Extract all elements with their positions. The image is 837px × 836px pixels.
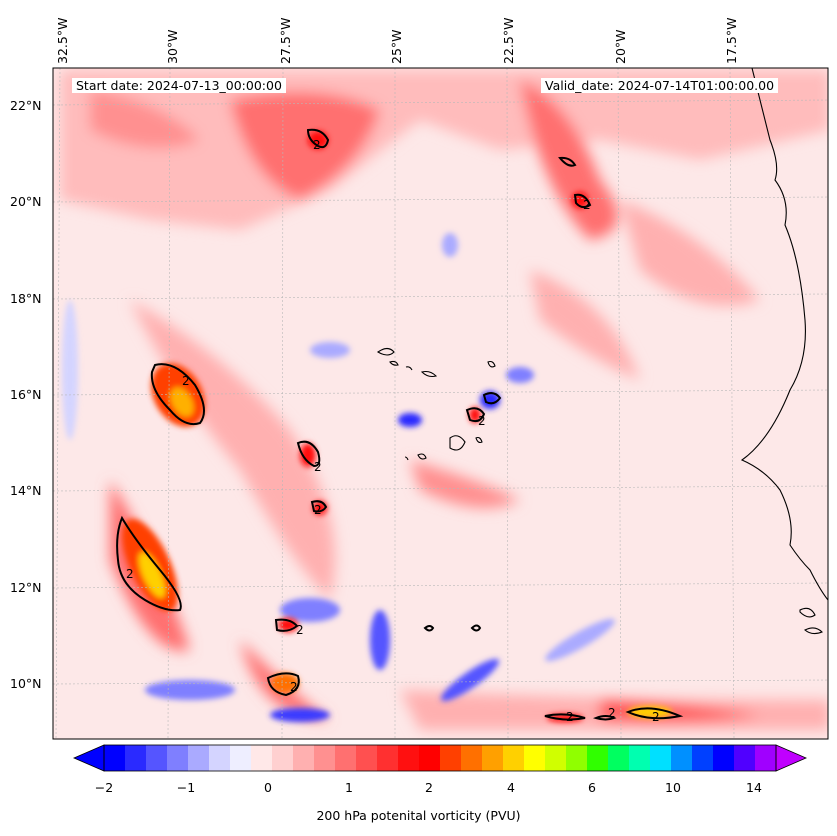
lat-label: 16°N: [10, 387, 42, 402]
colorbar-cell: [440, 745, 462, 771]
colorbar-cell: [608, 745, 630, 771]
colorbar-tick: −1: [176, 780, 196, 795]
colorbar-cell: [146, 745, 168, 771]
lat-label: 12°N: [10, 580, 42, 595]
colorbar-cell: [104, 745, 126, 771]
colorbar-cell: [293, 745, 315, 771]
contour-label: 2: [313, 138, 321, 152]
colorbar-tick: 14: [746, 780, 762, 795]
contour-label: 2: [314, 460, 322, 474]
colorbar-cell: [335, 745, 357, 771]
colorbar-cell: [251, 745, 273, 771]
colorbar-cell: [524, 745, 546, 771]
colorbar: [72, 744, 808, 772]
colorbar-cell: [587, 745, 609, 771]
lon-label: 27.5°W: [278, 17, 293, 64]
lon-label: 17.5°W: [724, 17, 739, 64]
colorbar-cell: [272, 745, 294, 771]
colorbar-tick: −2: [94, 780, 114, 795]
colorbar-cell: [188, 745, 210, 771]
lon-label: 20°W: [613, 29, 628, 64]
colorbar-cell: [209, 745, 231, 771]
colorbar-tick: 6: [588, 780, 596, 795]
colorbar-tick: 2: [425, 780, 433, 795]
colorbar-cell: [566, 745, 588, 771]
colorbar-tick: 1: [345, 780, 353, 795]
valid-date: Valid_date: 2024-07-14T01:00:00.00: [541, 78, 779, 93]
lon-label: 22.5°W: [501, 17, 516, 64]
lat-label: 22°N: [10, 98, 42, 113]
start-date: Start date: 2024-07-13_00:00:00: [72, 78, 286, 93]
contour-label: 2: [314, 503, 322, 517]
lat-label: 10°N: [10, 676, 42, 691]
colorbar-cell: [755, 745, 777, 771]
lon-label: 25°W: [389, 29, 404, 64]
colorbar-cell: [377, 745, 399, 771]
pv-field: [53, 68, 828, 739]
colorbar-cell: [230, 745, 252, 771]
contour-label: 2: [608, 706, 616, 720]
coastlines: [376, 68, 828, 635]
colorbar-cell: [398, 745, 420, 771]
colorbar-cell: [713, 745, 735, 771]
lat-label: 14°N: [10, 483, 42, 498]
colorbar-cell: [125, 745, 147, 771]
colorbar-cell: [419, 745, 441, 771]
colorbar-label: 200 hPa potenital vorticity (PVU): [316, 808, 521, 823]
contour-label: 2: [478, 414, 486, 428]
colorbar-cell: [671, 745, 693, 771]
contour-label: 2: [652, 710, 660, 724]
colorbar-cell: [503, 745, 525, 771]
colorbar-cell: [482, 745, 504, 771]
colorbar-cell: [461, 745, 483, 771]
colorbar-cell: [692, 745, 714, 771]
colorbar-cell: [167, 745, 189, 771]
contour-label: 2: [290, 680, 298, 694]
colorbar-tick: 0: [264, 780, 272, 795]
colorbar-cell: [629, 745, 651, 771]
colorbar-cell: [734, 745, 756, 771]
colorbar-cell: [650, 745, 672, 771]
pv2-contours: [116, 128, 684, 721]
contour-label: 2: [296, 623, 304, 637]
lat-label: 18°N: [10, 291, 42, 306]
contour-label: 2: [566, 710, 574, 724]
contour-label: 2: [583, 198, 591, 212]
colorbar-cell: [545, 745, 567, 771]
contour-label: 2: [182, 374, 190, 388]
lon-label: 30°W: [165, 29, 180, 64]
lon-label: 32.5°W: [55, 17, 70, 64]
colorbar-cell: [356, 745, 378, 771]
colorbar-cell: [314, 745, 336, 771]
lat-label: 20°N: [10, 194, 42, 209]
colorbar-tick: 10: [665, 780, 681, 795]
colorbar-tick: 4: [507, 780, 515, 795]
contour-label: 2: [126, 567, 134, 581]
